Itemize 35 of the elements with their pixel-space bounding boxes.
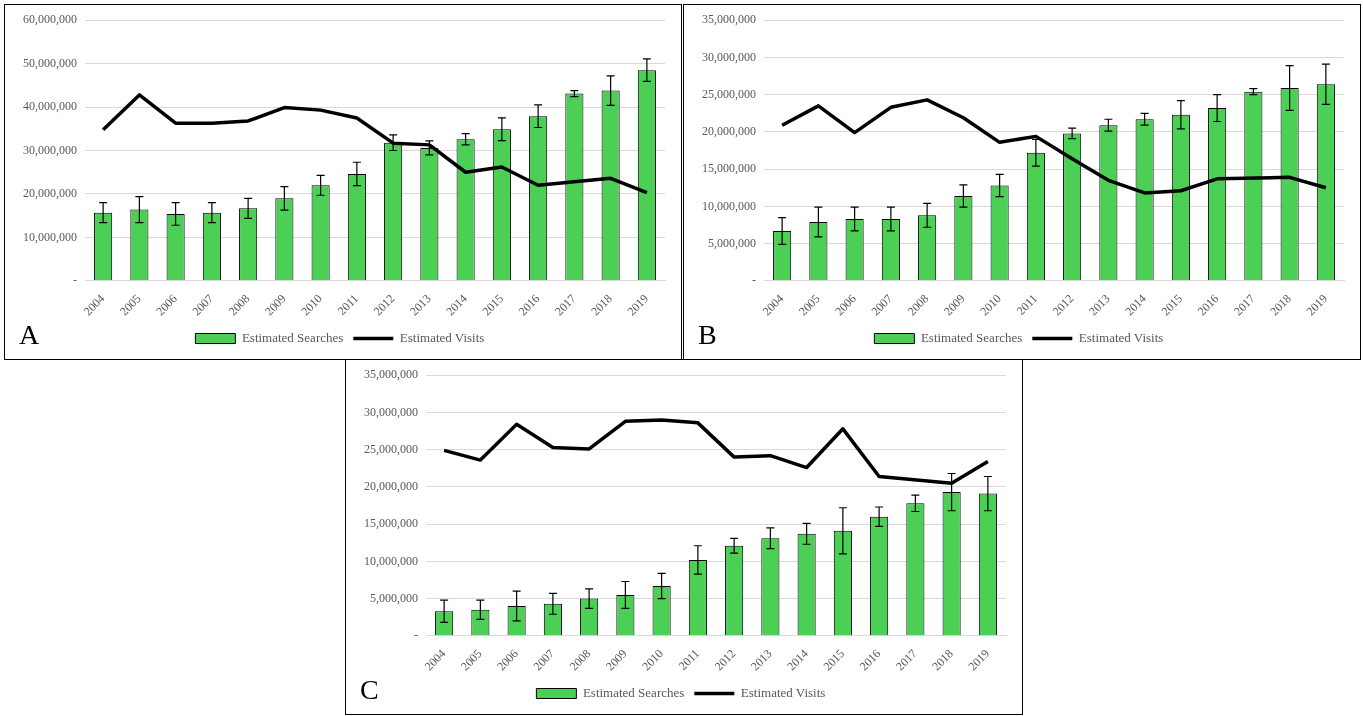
y-tick-label: - bbox=[414, 628, 418, 642]
legend-label: Estimated Searches bbox=[920, 329, 1023, 345]
y-tick-label: 20,000,000 bbox=[364, 479, 418, 494]
y-tick-label: 35,000,000 bbox=[364, 367, 418, 382]
y-tick-label: 5,000,000 bbox=[708, 235, 756, 250]
legend-label: Estimated Searches bbox=[582, 684, 685, 700]
y-tick-label: 10,000,000 bbox=[702, 198, 756, 213]
x-tick-label: 2011 bbox=[675, 646, 703, 673]
y-tick-label: 25,000,000 bbox=[364, 441, 418, 456]
y-tick-label: 15,000,000 bbox=[364, 516, 418, 531]
y-tick-label: - bbox=[752, 273, 756, 287]
text: B bbox=[698, 319, 717, 351]
legend-label: Estimated Visits bbox=[1078, 329, 1164, 345]
y-tick-label: 30,000,000 bbox=[702, 49, 756, 64]
y-tick-label: 15,000,000 bbox=[702, 161, 756, 176]
y-tick-label: 20,000,000 bbox=[23, 186, 77, 201]
text: A bbox=[19, 319, 40, 351]
y-tick-label: - bbox=[73, 273, 77, 287]
y-tick-label: 20,000,000 bbox=[702, 124, 756, 139]
y-tick-label: 5,000,000 bbox=[370, 590, 418, 605]
y-tick-label: 30,000,000 bbox=[23, 142, 77, 157]
x-tick-label: 2011 bbox=[334, 291, 362, 318]
y-tick-label: 30,000,000 bbox=[364, 404, 418, 419]
y-tick-label: 50,000,000 bbox=[23, 55, 77, 70]
x-tick-label: 2011 bbox=[1013, 291, 1041, 318]
y-tick-label: 25,000,000 bbox=[702, 86, 756, 101]
legend-label: Estimated Visits bbox=[399, 329, 485, 345]
y-tick-label: 10,000,000 bbox=[364, 553, 418, 568]
legend-label: Estimated Visits bbox=[740, 684, 826, 700]
y-tick-label: 40,000,000 bbox=[23, 99, 77, 114]
y-tick-label: 10,000,000 bbox=[23, 229, 77, 244]
text: C bbox=[360, 674, 379, 706]
y-tick-label: 35,000,000 bbox=[702, 12, 756, 27]
y-tick-label: 60,000,000 bbox=[23, 12, 77, 27]
legend-label: Estimated Searches bbox=[241, 329, 344, 345]
